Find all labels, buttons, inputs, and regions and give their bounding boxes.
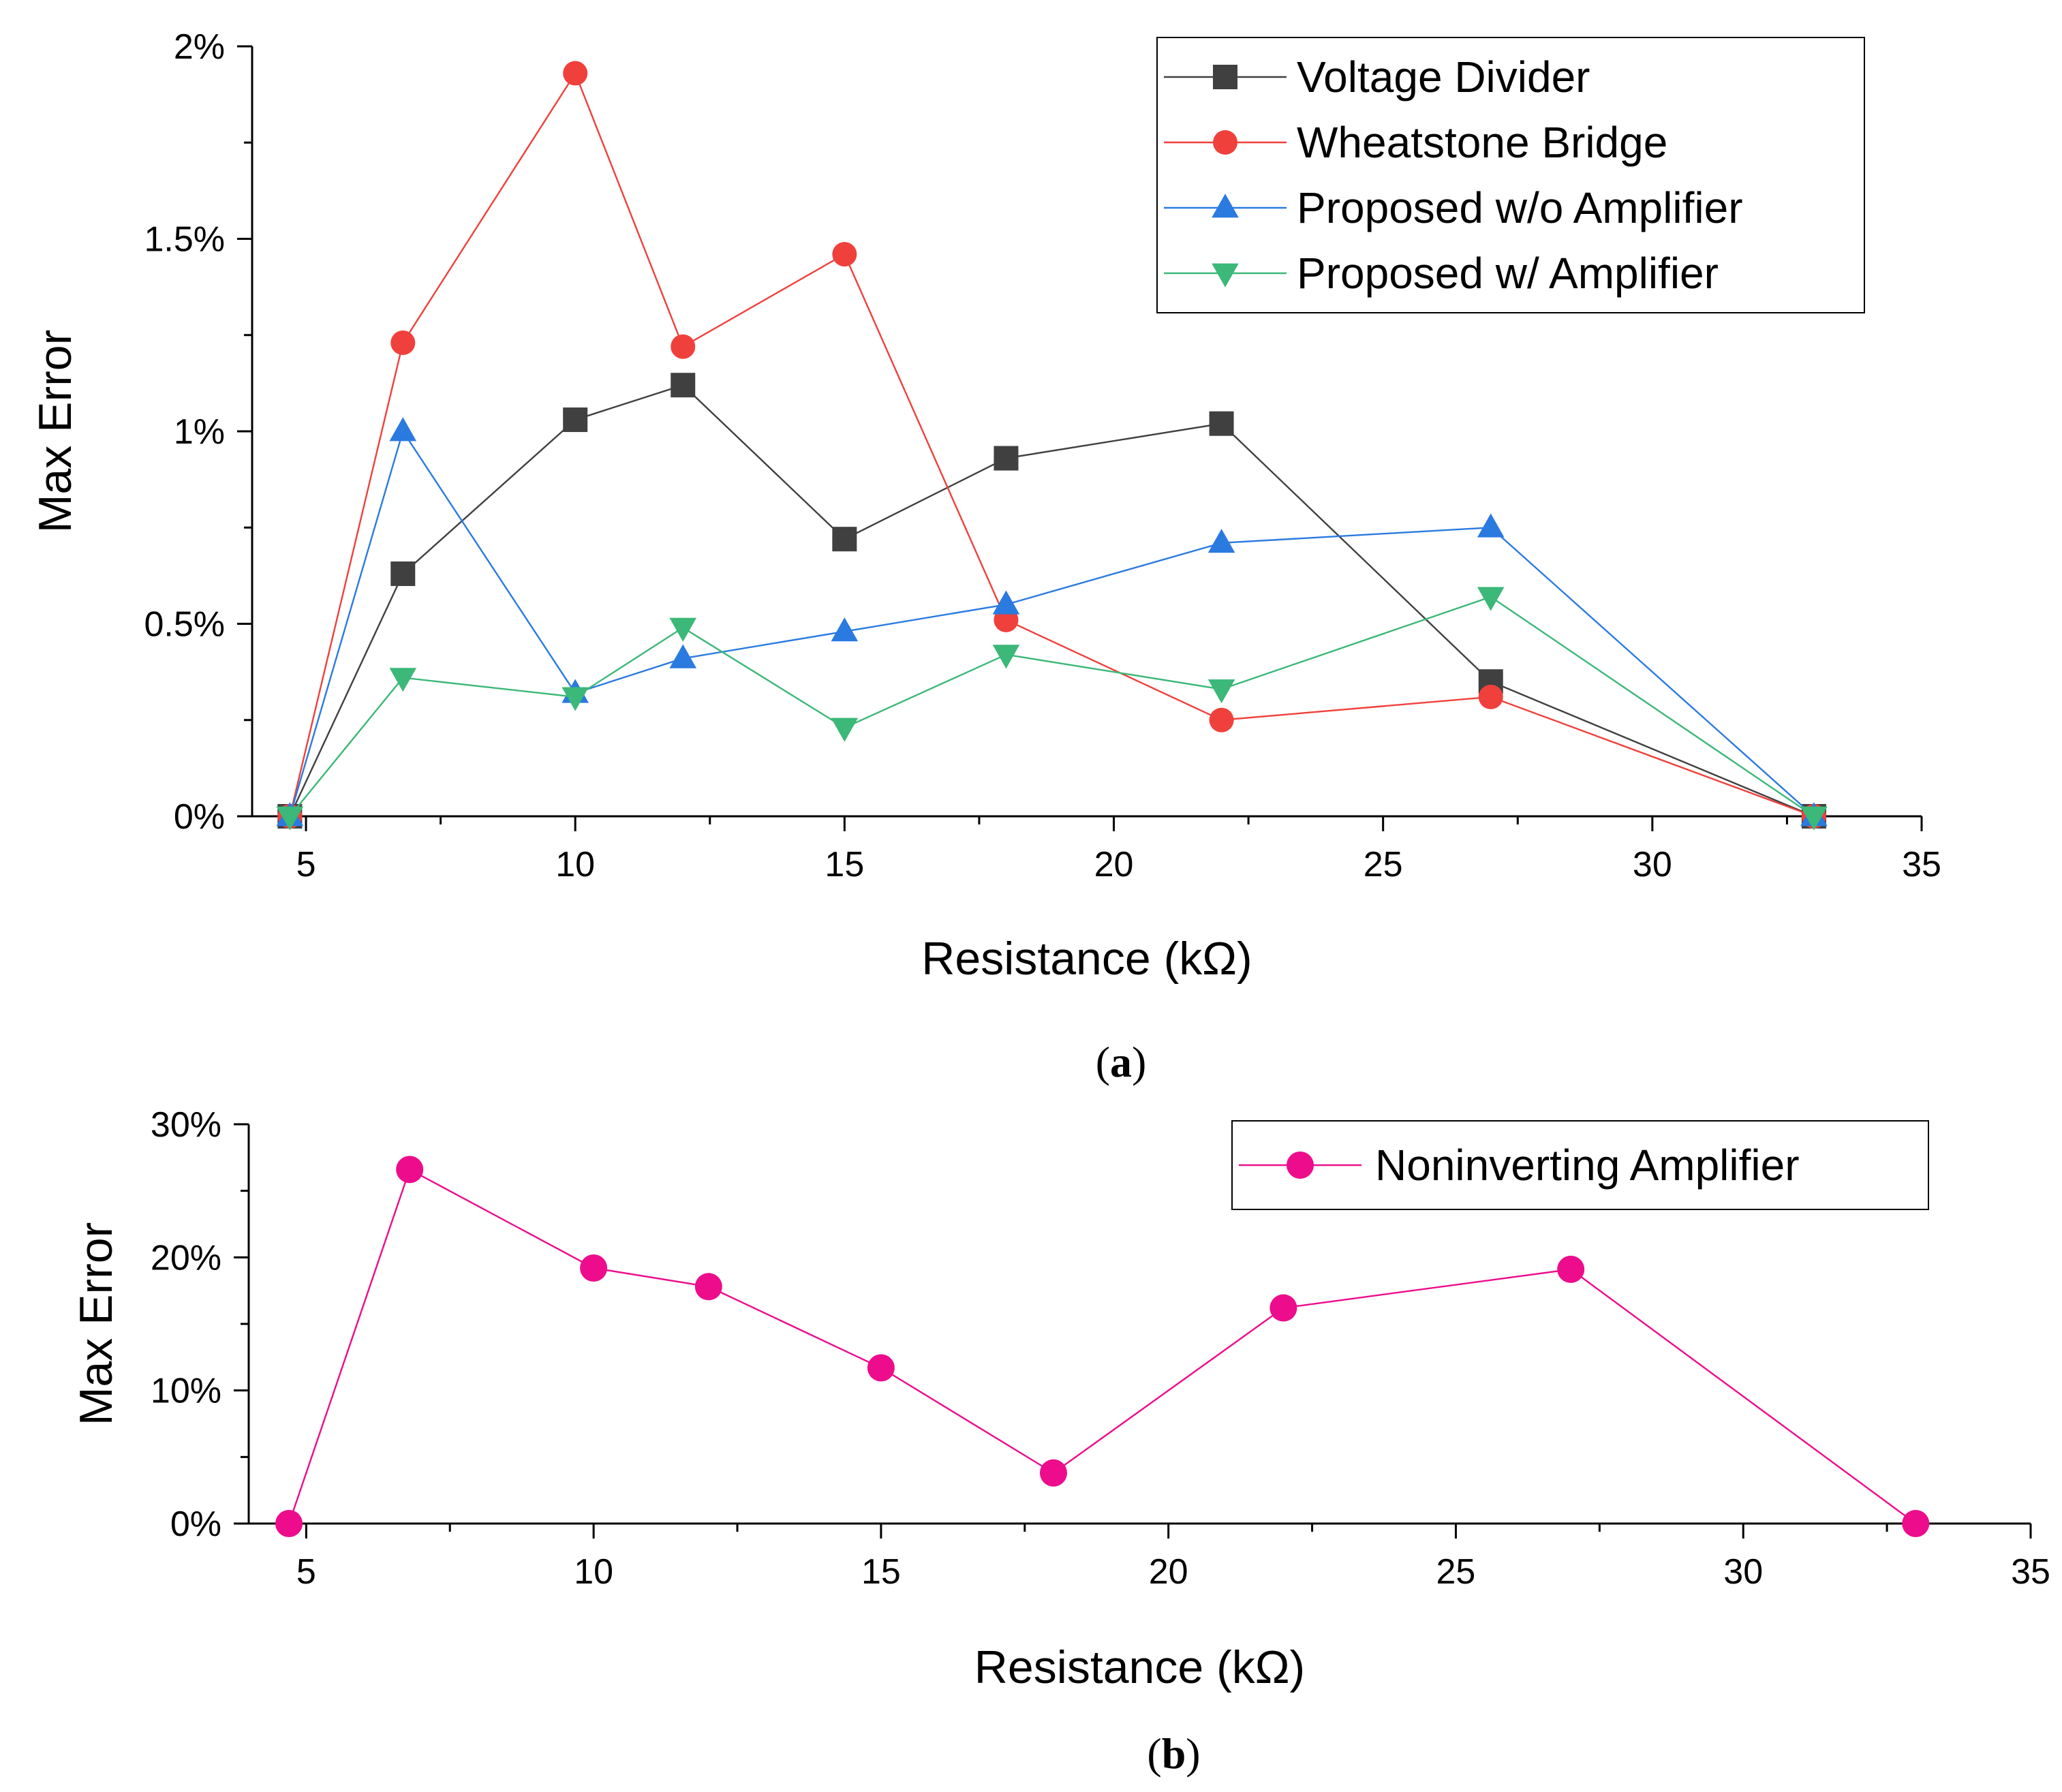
y-tick-label: 0%: [174, 797, 225, 837]
data-point: [561, 687, 589, 711]
series-noninverting-amplifier: [275, 1156, 1930, 1537]
data-point: [1209, 707, 1234, 732]
data-point: [1207, 529, 1235, 553]
data-point: [276, 806, 304, 831]
x-tick-label: 25: [1364, 845, 1403, 884]
x-tick-label: 35: [1902, 845, 1941, 884]
y-tick-label: 2%: [174, 27, 225, 67]
data-point: [1557, 1255, 1585, 1283]
series-line: [289, 384, 1815, 818]
data-point: [669, 617, 697, 642]
data-point: [389, 417, 417, 442]
series-voltage-divider: [277, 373, 1826, 829]
series-wheatstone-bridge: [277, 61, 1826, 829]
series-proposed-w-amplifier: [276, 587, 1828, 831]
x-tick-label: 15: [825, 845, 864, 884]
y-tick-label: 30%: [151, 1105, 221, 1145]
x-axis-title: Resistance (kΩ): [974, 1641, 1305, 1693]
data-point: [1477, 587, 1505, 611]
x-tick-label: 5: [296, 845, 316, 884]
legend: Voltage Divider Wheatstone Bridge Proposed…: [1156, 37, 1865, 313]
data-point: [992, 590, 1020, 615]
series-line: [289, 429, 1815, 817]
data-point: [563, 407, 588, 433]
data-point: [1477, 513, 1505, 538]
x-tick-label: 25: [1436, 1552, 1476, 1592]
legend-marker: [1213, 65, 1237, 89]
data-point: [867, 1354, 895, 1382]
y-tick-label: 1%: [174, 412, 225, 452]
panel-label-letter: b: [1162, 1729, 1186, 1778]
x-tick-label: 15: [861, 1552, 901, 1592]
legend-marker: [1212, 263, 1239, 288]
y-tick-label: 20%: [151, 1238, 221, 1278]
data-point: [992, 645, 1020, 669]
x-tick-label: 35: [2011, 1552, 2050, 1592]
y-axis-title: Max Error: [70, 1222, 122, 1425]
panel-label: (b): [1147, 1729, 1200, 1778]
x-axis-title: Resistance (kΩ): [921, 933, 1252, 985]
legend-marker: [1213, 130, 1237, 155]
data-point: [275, 1510, 303, 1537]
legend-marker: [1212, 194, 1239, 218]
x-tick-label: 10: [574, 1552, 613, 1592]
data-point: [580, 1254, 608, 1282]
legend-label: Noninverting Amplifier: [1375, 1141, 1800, 1190]
data-point: [1902, 1510, 1930, 1537]
panel-label-paren: ): [1132, 1038, 1146, 1086]
panel-label-paren: (: [1096, 1038, 1110, 1086]
x-tick-label: 30: [1633, 845, 1672, 884]
data-point: [396, 1156, 424, 1184]
data-point: [1269, 1294, 1297, 1322]
data-point: [1209, 411, 1234, 436]
data-point: [390, 561, 416, 587]
data-point: [390, 330, 416, 356]
data-point: [1478, 684, 1503, 709]
data-point: [831, 617, 859, 642]
data-point: [669, 644, 697, 668]
x-tick-label: 20: [1094, 845, 1134, 884]
series-line: [289, 596, 1815, 817]
y-axis-title: Max Error: [29, 330, 81, 533]
data-point: [832, 527, 857, 552]
data-point: [832, 242, 857, 267]
legend-marker: [1287, 1152, 1314, 1179]
data-point: [831, 717, 859, 742]
x-tick-label: 20: [1149, 1552, 1188, 1592]
legend-label: Proposed w/ Amplifier: [1297, 249, 1719, 298]
legend-label: Wheatstone Bridge: [1297, 118, 1667, 167]
data-point: [994, 446, 1019, 471]
panel-label: (a): [1096, 1038, 1147, 1086]
x-tick-label: 10: [555, 845, 595, 884]
y-tick-label: 1.5%: [144, 220, 225, 260]
series-line: [288, 1168, 1917, 1524]
data-point: [671, 373, 696, 398]
legend-label: Proposed w/o Amplifier: [1297, 183, 1743, 232]
y-tick-label: 0%: [170, 1504, 221, 1544]
data-point: [563, 61, 588, 86]
chart-panel-b: 5 10 15 20 25 30 35 0% 10% 20% 30% Resistance (kΩ) M…: [70, 1105, 2050, 1778]
panel-label-paren: ): [1186, 1729, 1200, 1778]
legend: Noninverting Amplifier: [1231, 1120, 1929, 1210]
data-point: [1039, 1459, 1067, 1487]
legend-frame: [1156, 37, 1865, 313]
legend-label: Voltage Divider: [1297, 52, 1590, 102]
data-point: [1207, 679, 1235, 704]
data-point: [671, 334, 696, 359]
x-tick-label: 30: [1723, 1552, 1763, 1592]
y-tick-label: 0.5%: [144, 605, 225, 645]
panel-label-paren: (: [1147, 1729, 1161, 1778]
data-point: [389, 668, 417, 692]
data-point: [1800, 806, 1828, 831]
y-tick-label: 10%: [151, 1372, 221, 1411]
chart-panel-a: 5 10 15 20 25 30 35 0% 0.5% 1% 1.5% 2% Resistance (k…: [29, 27, 1941, 1086]
panel-label-letter: a: [1110, 1038, 1132, 1086]
data-point: [694, 1273, 722, 1301]
x-tick-label: 5: [296, 1552, 316, 1592]
